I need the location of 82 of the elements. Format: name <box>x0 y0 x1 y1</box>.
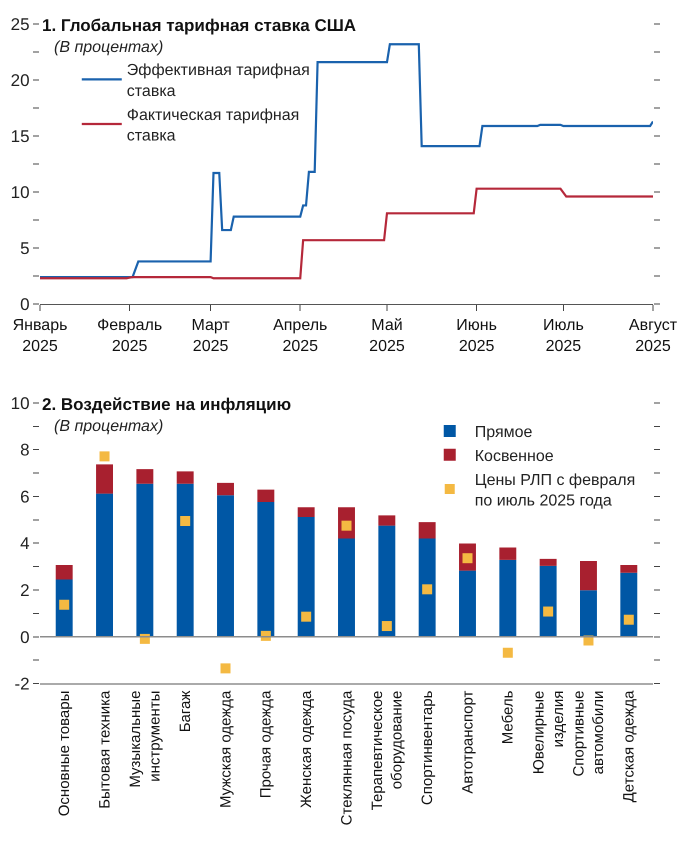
bar <box>620 572 638 637</box>
bar <box>499 547 516 560</box>
x-tick-label: Женская одежда <box>298 690 316 808</box>
y-tick-label: 15 <box>10 126 30 146</box>
x-tick-label: Стеклянная посуда <box>338 690 356 826</box>
bar <box>338 538 355 637</box>
point <box>624 614 634 625</box>
y-tick-label: 2 <box>20 580 30 600</box>
chart-title: 2. Воздействие на инфляцию <box>42 395 292 414</box>
bar <box>540 566 557 637</box>
bar <box>298 517 315 637</box>
bar <box>580 590 597 637</box>
legend-label: Прямое <box>474 424 533 442</box>
y-tick-label: -2 <box>14 674 30 694</box>
x-tick-label: Март 2025 <box>191 317 230 355</box>
bar <box>540 558 557 566</box>
bar <box>257 502 274 637</box>
point <box>422 584 432 594</box>
point <box>301 612 312 622</box>
x-tick-label: Мебель <box>500 690 517 744</box>
y-tick-label: 0 <box>20 294 30 314</box>
x-tick-label: Июль 2025 <box>542 317 584 355</box>
x-tick-label: Мужская одежда <box>217 690 234 808</box>
bar <box>176 484 194 637</box>
bar <box>580 561 597 590</box>
bar <box>96 464 113 494</box>
y-tick-label: 10 <box>10 394 30 413</box>
y-tick-label: 25 <box>10 15 30 34</box>
text: (В процентах) <box>54 39 164 56</box>
x-tick-label: Май 2025 <box>369 317 405 355</box>
x-tick-label: Автотранспорт <box>459 690 476 794</box>
bar <box>136 484 154 637</box>
bar <box>620 564 638 573</box>
legend-label: Эффективная тарифная ставка <box>126 62 310 100</box>
chart-title: 1. Глобальная тарифная ставка США <box>42 16 356 35</box>
legend-label: Косвенное <box>474 448 554 466</box>
x-tick-label: Бытовая техника <box>96 690 114 809</box>
x-tick-label: Апрель 2025 <box>273 317 328 355</box>
bar <box>56 564 73 580</box>
bar <box>217 482 234 496</box>
x-tick-label: Детская одежда <box>620 690 638 802</box>
x-tick-label: Прочая одежда <box>258 690 275 798</box>
text: (В процентах) <box>54 418 164 435</box>
point <box>59 600 70 610</box>
x-tick-label: Февраль 2025 <box>97 317 162 355</box>
y-tick-label: 5 <box>20 238 30 258</box>
y-tick-label: 10 <box>10 182 30 202</box>
point <box>502 648 513 658</box>
y-tick-label: 4 <box>20 534 30 554</box>
x-tick-label: Ювелирные изделия <box>530 690 567 774</box>
bar <box>136 469 154 484</box>
bar <box>418 538 436 637</box>
line-series <box>40 188 653 280</box>
bar <box>217 495 234 637</box>
bar <box>96 494 113 637</box>
bar <box>176 471 194 484</box>
bar <box>499 560 516 637</box>
x-tick-label: Основные товары <box>56 690 74 816</box>
x-tick-label: Терапевтическое оборудование <box>368 690 406 810</box>
y-tick-label: 20 <box>10 71 30 90</box>
point <box>543 606 554 617</box>
x-tick-label: Спортинвентарь <box>419 690 436 806</box>
x-tick-label: Январь 2025 <box>12 317 68 355</box>
x-tick-label: Багаж <box>177 690 194 732</box>
bar <box>378 526 396 637</box>
x-tick-label: Музыкальные инструменты <box>126 690 164 788</box>
x-tick-label: Июнь 2025 <box>456 317 497 355</box>
point <box>180 516 190 526</box>
bar <box>459 570 476 637</box>
legend-label: Фактическая тарифная ставка <box>126 106 300 145</box>
y-tick-label: 6 <box>20 487 30 506</box>
bar <box>418 522 436 539</box>
bar <box>298 507 315 518</box>
y-tick-label: 8 <box>20 440 30 460</box>
point <box>220 663 231 674</box>
point <box>100 451 110 462</box>
y-tick-label: 0 <box>20 628 30 647</box>
x-tick-label: Август 2025 <box>628 317 678 355</box>
bar <box>378 515 396 526</box>
legend-label: Цены РЛП с февраля по июль 2025 года <box>474 472 636 510</box>
bar <box>257 490 274 502</box>
point <box>382 621 392 632</box>
